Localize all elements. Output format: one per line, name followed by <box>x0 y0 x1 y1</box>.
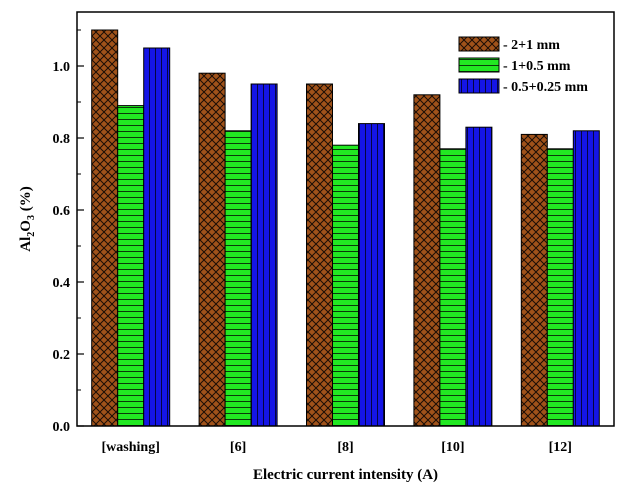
legend-label-3: - 0.5+0.25 mm <box>503 80 588 95</box>
y-axis-title-part: O <box>18 220 34 232</box>
bar-1-5 <box>520 133 548 427</box>
bar-2-4 <box>439 148 467 427</box>
legend-swatch-3 <box>458 78 500 94</box>
bar-1-1 <box>91 29 119 427</box>
y-axis-title: Al2O3 (%) <box>18 186 37 251</box>
bar-2-3 <box>332 144 359 427</box>
legend-swatch-1 <box>458 36 500 52</box>
x-tick-label: [6] <box>230 440 246 455</box>
y-tick-label: 0.6 <box>53 204 71 219</box>
bar-1-3 <box>306 83 333 427</box>
y-tick-label: 0.8 <box>53 132 71 147</box>
y-axis-title-part: (%) <box>18 186 34 215</box>
y-tick-label: 1.0 <box>53 60 71 75</box>
bar-3-2 <box>250 83 278 427</box>
legend-swatch-2 <box>458 57 500 73</box>
bar-3-1 <box>143 47 171 427</box>
bar-3-4 <box>465 126 493 427</box>
y-tick-label: 0.4 <box>53 276 71 291</box>
plot-area-frame <box>76 11 615 427</box>
y-axis-title-part: Al <box>18 237 34 252</box>
legend: - 2+1 mm - 1+0.5 mm - 0.5+0.25 mm <box>458 36 588 95</box>
bar-2-1 <box>117 105 145 427</box>
legend-label-1: - 2+1 mm <box>503 38 560 53</box>
bar-1-4 <box>413 94 441 427</box>
x-tick-label: [12] <box>549 440 572 455</box>
y-tick-label: 0.2 <box>53 348 71 363</box>
bars-group <box>91 29 600 427</box>
bar-2-5 <box>546 148 574 427</box>
tick-labels: 0.0 0.2 0.4 0.6 0.8 1.0 [washing] [6] [8] [10] [12… <box>53 60 572 455</box>
x-axis-title: Electric current intensity (A) <box>253 467 438 483</box>
bar-3-3 <box>358 123 385 427</box>
bar-2-2 <box>224 130 252 427</box>
y-axis-title-subscript: 2 <box>26 232 37 237</box>
bar-3-5 <box>572 130 600 427</box>
bar-1-2 <box>198 72 226 427</box>
x-tick-label: [10] <box>441 440 464 455</box>
x-tick-label: [washing] <box>102 440 160 455</box>
y-axis-title-subscript: 3 <box>26 215 37 220</box>
y-tick-label: 0.0 <box>53 420 71 435</box>
legend-label-2: - 1+0.5 mm <box>503 59 571 74</box>
x-tick-label: [8] <box>337 440 353 455</box>
